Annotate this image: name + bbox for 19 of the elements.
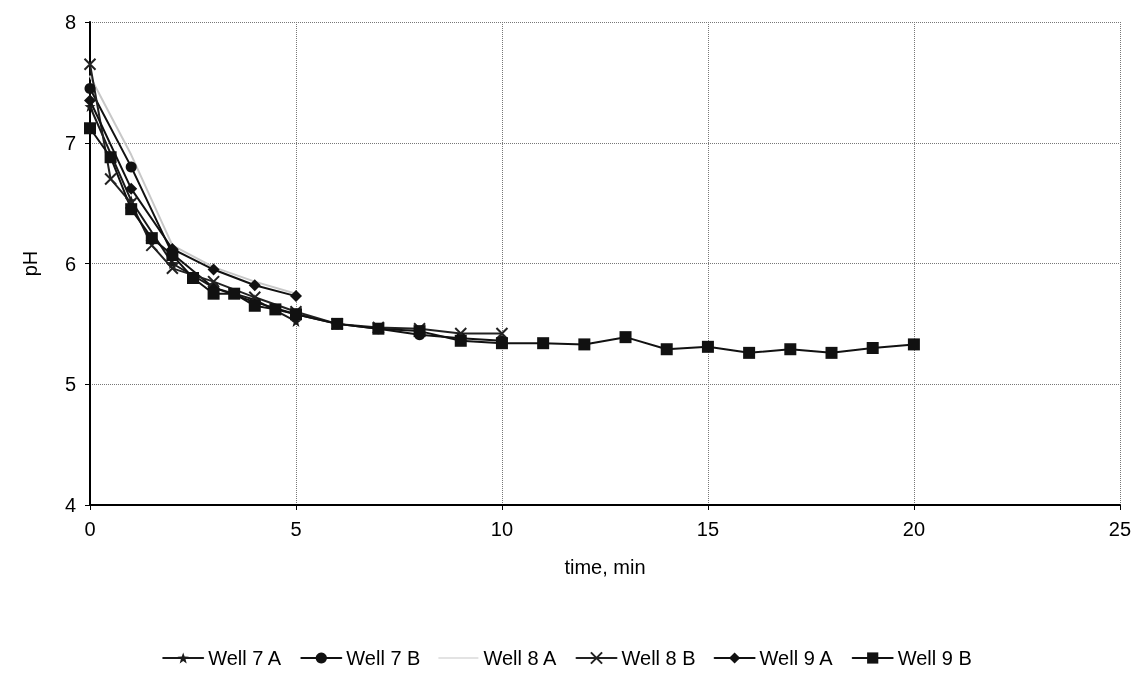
y-tick-label: 7	[64, 131, 76, 154]
legend-label: Well 9 A	[759, 647, 834, 669]
y-axis-title: pH	[19, 250, 41, 277]
y-tick-label: 5	[64, 373, 76, 396]
legend-label: Well 8 B	[621, 647, 696, 669]
x-axis-title: time, min	[564, 556, 646, 578]
y-tick-label: 6	[64, 252, 76, 275]
legend-label: Well 8 A	[483, 647, 558, 669]
y-tick-label: 4	[64, 494, 76, 516]
legend-label: Well 7 A	[208, 647, 282, 669]
x-tick-label: 0	[84, 518, 96, 540]
x-tick-label: 10	[490, 518, 514, 540]
x-tick-label: 5	[290, 518, 302, 540]
legend-label: Well 9 B	[897, 647, 972, 669]
x-tick-label: 15	[696, 518, 720, 540]
x-tick-label: 25	[1108, 518, 1131, 540]
x-tick-label: 20	[902, 518, 926, 540]
legend-label: Well 7 B	[346, 647, 421, 669]
y-tick-label: 8	[64, 11, 76, 33]
